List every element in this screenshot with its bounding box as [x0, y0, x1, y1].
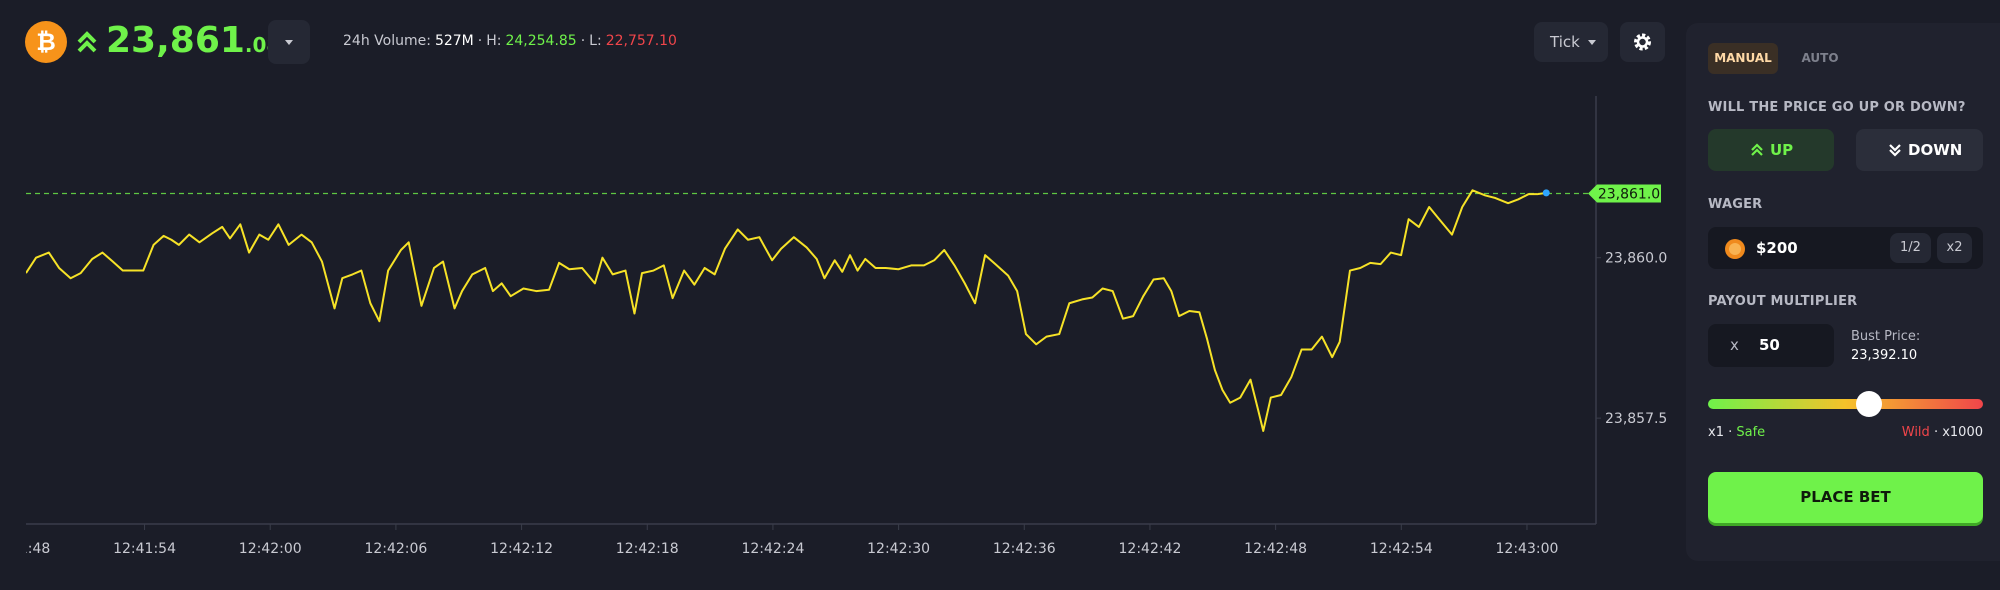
header-icons: ₿	[25, 21, 97, 63]
separator: ·	[1933, 425, 1939, 440]
price-tag-label: 23,861.0	[1598, 187, 1660, 203]
wager-input[interactable]: $200 1/2 x2	[1708, 227, 1983, 269]
interval-dropdown[interactable]: Tick	[1534, 22, 1608, 62]
price-line	[26, 189, 1547, 432]
overlay: 23,861.0	[1542, 184, 1661, 203]
asset-dropdown[interactable]	[268, 20, 310, 64]
high: 24,254.85	[505, 33, 577, 49]
x-tick-label: 12:42:48	[1244, 541, 1307, 557]
x-tick-label: 12:42:24	[741, 541, 804, 557]
chart: 23,860.0 23,857.5 12:41:48 12:41:54 12:42:0…	[0, 96, 1680, 557]
plot	[26, 189, 1594, 432]
up-label: UP	[1770, 141, 1794, 159]
y-tick-label: 23,857.5	[1605, 411, 1667, 427]
max: x1000	[1942, 425, 1983, 440]
multiplier-slider[interactable]	[1708, 399, 1983, 409]
dropdown-icon	[285, 40, 293, 45]
down-button[interactable]: DOWN	[1856, 129, 1983, 171]
slider-max: Wild · x1000	[1902, 425, 1983, 440]
separator: ·	[477, 33, 483, 49]
double-button[interactable]: x2	[1937, 233, 1972, 263]
high-label: H:	[486, 33, 502, 49]
volume-label: 24h Volume:	[343, 33, 431, 49]
multiplier-prefix: x	[1730, 336, 1739, 354]
bet-panel	[1686, 23, 2000, 561]
x-tick-label: 12:42:00	[239, 541, 302, 557]
min: x1	[1708, 425, 1724, 440]
wild: Wild	[1901, 425, 1930, 440]
separator: ·	[1728, 425, 1733, 440]
settings-button[interactable]	[1620, 22, 1665, 62]
x-tick-label: 12:42:36	[993, 541, 1056, 557]
slider-min: x1 · Safe	[1708, 425, 1765, 440]
coin-icon	[1725, 239, 1745, 259]
interval: Tick	[1550, 33, 1580, 51]
low: 22,757.10	[605, 33, 677, 49]
multiplier: 50	[1759, 336, 1780, 354]
up-icon	[1751, 143, 1763, 156]
price-tag	[1588, 184, 1661, 203]
x-tick-label: 12:42:18	[616, 541, 679, 557]
tab-auto[interactable]: AUTO	[1801, 51, 1839, 65]
market-stats: 24h Volume: 527M · H: 24,254.85 · L: 22,757.10	[343, 33, 681, 49]
x-tick-label: 12:42:42	[1119, 541, 1182, 557]
place-bet-button[interactable]: PLACE BET	[1708, 472, 1983, 523]
bust-label: Bust Price:	[1851, 329, 1921, 344]
multiplier-input[interactable]: x 50	[1708, 324, 1834, 367]
x-tick-label: 12:43:00	[1496, 541, 1559, 557]
down-icon	[1889, 144, 1901, 157]
x-tick-label: 12:42:30	[867, 541, 930, 557]
bitcoin-icon	[25, 21, 67, 63]
half-button[interactable]: 1/2	[1890, 233, 1931, 263]
axes: 23,860.0 23,857.5	[26, 96, 1667, 530]
separator: ·	[580, 33, 586, 49]
y-tick-label: 23,860.0	[1605, 251, 1667, 267]
bust-price: 23,392.10	[1851, 348, 1918, 363]
bitcoin-symbol: ₿	[36, 28, 56, 56]
volume: 527M	[434, 33, 474, 49]
wager: $200	[1756, 239, 1798, 257]
up-chevrons	[77, 31, 97, 53]
safe: Safe	[1736, 425, 1766, 440]
down-label: DOWN	[1908, 141, 1963, 159]
x-tick-label: 12:42:54	[1370, 541, 1433, 557]
tab-manual[interactable]: MANUAL	[1708, 43, 1778, 74]
x-tick-label: 12:42:06	[364, 541, 427, 557]
gear-icon	[1634, 33, 1651, 51]
slider-knob[interactable]	[1856, 391, 1882, 417]
x-tick-label: 12:41:54	[113, 541, 176, 557]
wager-label: WAGER	[1708, 197, 1763, 212]
current-point	[1542, 189, 1550, 197]
question: WILL THE PRICE GO UP OR DOWN?	[1708, 100, 1966, 115]
x-tick-label: 12:42:12	[490, 541, 553, 557]
low-label: L:	[589, 33, 602, 49]
price-main: 23,861	[106, 20, 245, 61]
up-button[interactable]: UP	[1708, 129, 1834, 171]
x-tick-label: 12:43:06	[1621, 541, 1680, 557]
x-tick-label: 12:41:48	[0, 541, 50, 557]
x-axis-labels: 12:41:48 12:41:54 12:42:00 12:42:06 12:42:12…	[0, 541, 1680, 557]
multiplier-label: PAYOUT MULTIPLIER	[1708, 294, 1858, 309]
dropdown-icon	[1588, 40, 1596, 45]
